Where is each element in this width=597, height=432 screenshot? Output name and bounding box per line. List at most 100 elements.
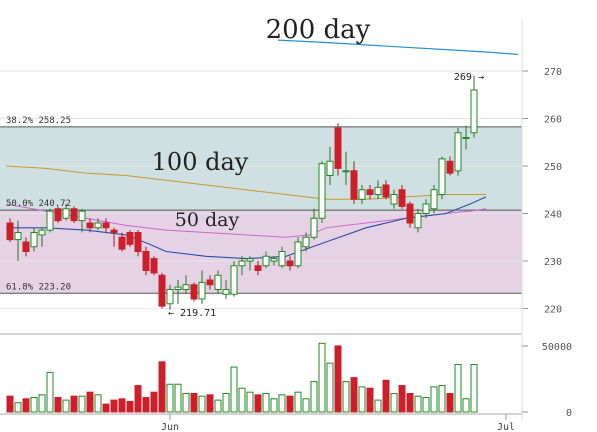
price-tick-label: 270 [544,67,562,78]
candle-body [374,186,382,195]
volume-bar [94,394,102,413]
candle-body [390,194,398,205]
ma20-line [6,196,487,260]
candle-body [294,241,302,267]
candle-body [14,232,22,241]
candle-body [438,158,446,195]
price-tick-label: 250 [544,162,562,173]
volume-bar [270,398,278,413]
candle-body [270,258,278,262]
candle-body [278,251,286,267]
volume-bar [254,394,262,413]
candle-body [30,232,38,248]
volume-tick-label: 0 [566,408,572,419]
candle-body [198,281,206,300]
candle-body [398,189,406,207]
candle-body [310,217,318,238]
candle-body [118,236,126,250]
volume-bar [14,402,22,413]
volume-bar [86,391,94,413]
candle-body [286,260,294,267]
moving-averages [5,39,519,260]
volume-bar [238,387,246,413]
candle-body [46,210,54,231]
price-annotation: ← 219.71 [168,308,216,319]
candle-body [38,229,46,236]
ma-label: 50 day [175,209,240,231]
candle-body [110,229,118,233]
volume-bar [286,395,294,413]
volume-bar [446,393,454,413]
candle-body [102,222,110,229]
volume-bar [78,395,86,413]
volume-bar [62,399,70,413]
candle-body [86,222,94,229]
candle-body [326,160,334,176]
volume-bar [470,363,478,413]
candle-body [54,208,62,222]
volume-bar [414,395,422,413]
volume-bar [198,395,206,413]
volume-bar [102,403,110,413]
candle-body [222,289,230,295]
candle-body [142,251,150,271]
candle-body [206,279,214,286]
volume-bar [398,385,406,413]
price-tick-label: 230 [544,257,562,268]
volume-bar [206,394,214,413]
volume-bar [174,383,182,413]
volume-bar [262,393,270,413]
candle-body [454,132,462,172]
volume-bar [158,361,166,413]
candle-body [190,284,198,300]
time-label: Jul [497,422,515,432]
ma200-line [277,39,519,55]
fib-zone-lower [0,210,522,294]
volume-bar [342,381,350,413]
volume-bar [38,394,46,413]
candle-body [302,236,310,248]
candle-body [430,189,438,210]
candle-body [342,170,350,173]
volume-bar [454,363,462,413]
candle-body [182,284,190,290]
volume-bar [318,342,326,413]
volume-bar [294,391,302,413]
price-tick-label: 240 [544,210,562,221]
fib-label: 50.0% 240.72 [6,199,71,209]
candle-body [246,258,254,262]
ma-label: 100 day [152,148,249,176]
volume-bar [150,391,158,413]
candle-body [470,89,478,134]
volume-bar [190,393,198,413]
price-tick-label: 220 [544,305,562,316]
volume-bar [406,393,414,413]
volume-bar [46,371,54,413]
candle-body [238,260,246,267]
candle-body [174,286,182,290]
volume-bar [118,398,126,413]
volume-tick-label: 50000 [542,342,572,353]
candle-body [414,213,422,229]
candle-body [150,258,158,274]
price-annotation: 269 → [454,72,484,83]
candle-body [94,222,102,229]
volume-bar [382,379,390,413]
candle-body [6,222,14,241]
volume-bar [126,400,134,413]
candle-body [366,189,374,195]
volume-bar [462,398,470,413]
candle-body [318,163,326,219]
volume-bar [6,395,14,413]
volume-bar [366,387,374,413]
volume-bar [166,383,174,413]
volume-bar [310,381,318,413]
volume-bar [430,386,438,413]
volume-bar [22,398,30,413]
volume-bar [246,391,254,413]
candle-body [134,232,142,252]
candle-body [422,203,430,214]
candle-body [166,289,174,305]
candle-body [382,184,390,198]
fib-label: 38.2% 258.25 [6,116,71,126]
